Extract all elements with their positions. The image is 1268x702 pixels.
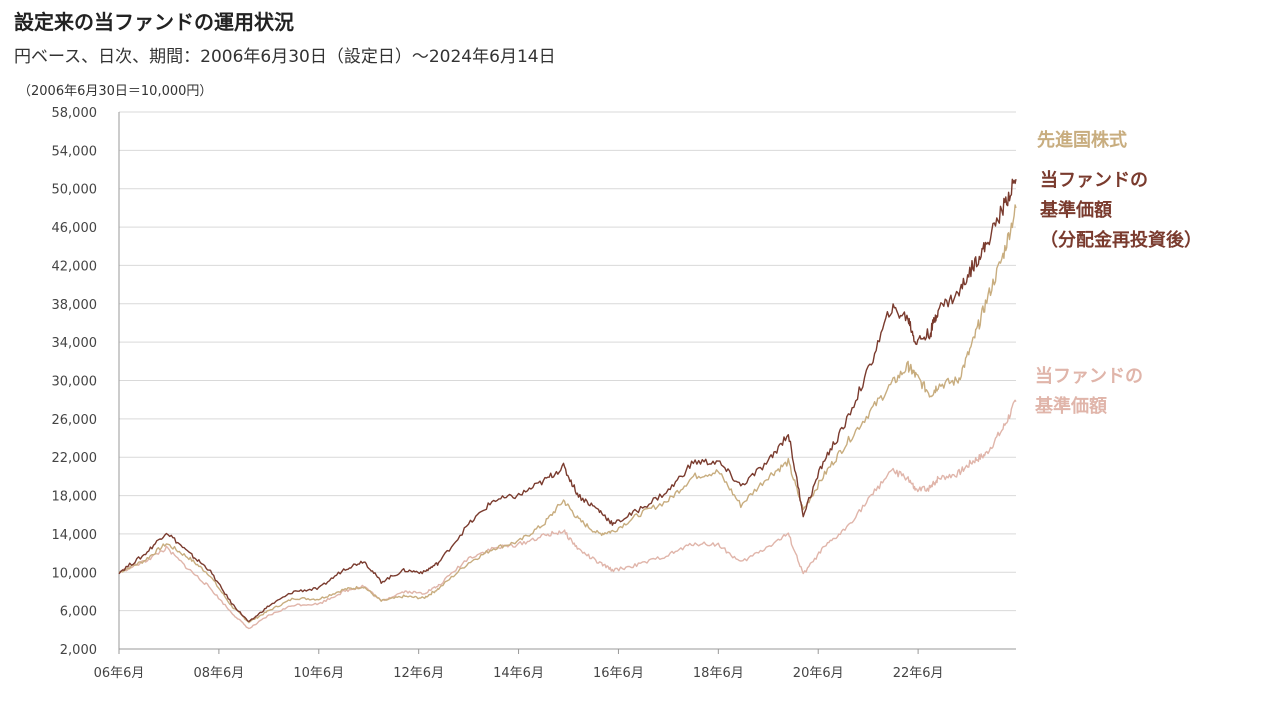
x-tick-label: 10年6月 (293, 666, 344, 681)
legend-fund-nav-line2: 基準価額 (1035, 396, 1107, 417)
x-tick-label: 16年6月 (593, 666, 644, 681)
y-tick-label: 42,000 (52, 259, 98, 274)
y-tick-label: 50,000 (52, 183, 98, 198)
chart-subtitle: 円ベース、日次、期間：2006年6月30日（設定日）～2024年6月14日 (14, 47, 556, 67)
y-tick-label: 6,000 (60, 605, 97, 620)
x-tick-label: 12年6月 (393, 666, 444, 681)
y-tick-label: 26,000 (52, 413, 98, 428)
y-tick-label: 10,000 (52, 566, 98, 581)
legend-benchmark: 先進国株式 (1037, 126, 1127, 156)
legend-fund-reinvested-line1: 当ファンドの (1040, 170, 1148, 191)
x-tick-label: 20年6月 (793, 666, 844, 681)
chart-title: 設定来の当ファンドの運用状況 (14, 10, 294, 34)
y-tick-label: 22,000 (52, 451, 98, 466)
y-tick-label: 46,000 (52, 221, 98, 236)
y-tick-label: 18,000 (52, 490, 98, 505)
y-tick-label: 2,000 (60, 643, 97, 658)
y-tick-label: 14,000 (52, 528, 98, 543)
series-line-fund-nav (119, 399, 1017, 630)
y-tick-label: 30,000 (52, 375, 98, 390)
unit-note: （2006年6月30日＝10,000円） (18, 84, 213, 99)
x-tick-label: 08年6月 (193, 666, 244, 681)
legend-fund-reinvested: 当ファンドの 基準価額 （分配金再投資後） (1040, 166, 1202, 256)
legend-fund-reinvested-line3: （分配金再投資後） (1040, 230, 1202, 251)
x-tick-label: 18年6月 (693, 666, 744, 681)
y-tick-label: 38,000 (52, 298, 98, 313)
y-tick-label: 58,000 (52, 106, 98, 121)
legend-fund-nav-line1: 当ファンドの (1035, 366, 1143, 387)
x-tick-label: 06年6月 (94, 666, 145, 681)
series-line-benchmark (118, 204, 1017, 624)
x-tick-label: 14年6月 (493, 666, 544, 681)
legend-fund-nav: 当ファンドの 基準価額 (1035, 362, 1143, 422)
y-tick-label: 34,000 (52, 336, 98, 351)
series-line-fund-reinvested (118, 178, 1017, 623)
x-tick-label: 22年6月 (893, 666, 944, 681)
legend-benchmark-label: 先進国株式 (1037, 130, 1127, 151)
y-tick-label: 54,000 (52, 144, 98, 159)
legend-fund-reinvested-line2: 基準価額 (1040, 200, 1112, 221)
